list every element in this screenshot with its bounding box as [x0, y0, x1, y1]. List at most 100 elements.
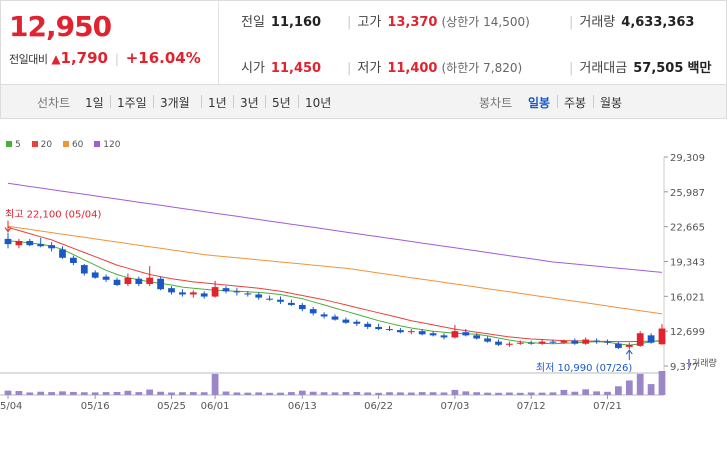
period-3y[interactable]: 3년	[240, 96, 259, 110]
volume-bar	[211, 373, 219, 395]
volume-bar	[189, 392, 197, 395]
open-label: 시가	[241, 61, 265, 76]
candle-body	[418, 331, 426, 335]
lower-limit-value: 7,820	[483, 61, 518, 75]
open-value: 11,450	[270, 61, 322, 76]
divider: |	[569, 15, 574, 30]
volume-bar	[37, 391, 45, 395]
divider	[298, 95, 299, 108]
candle-body	[342, 319, 350, 323]
volume-bar	[364, 392, 372, 395]
volume-bar	[407, 392, 415, 395]
ma20-line	[7, 226, 663, 343]
volume-bar	[429, 392, 437, 395]
candle-body	[506, 343, 513, 345]
candle-body	[266, 298, 273, 300]
volume-bar	[266, 392, 273, 395]
volume-bar	[298, 390, 306, 395]
candle-body	[80, 265, 88, 274]
candle-body	[386, 329, 393, 331]
ma5-line	[7, 240, 663, 346]
divider	[593, 95, 594, 108]
candle-monthly[interactable]: 월봉	[600, 96, 623, 110]
volume-bar	[451, 389, 459, 395]
current-price: 12,950	[9, 10, 112, 43]
amount-unit: 백만	[687, 61, 712, 76]
volume-value: 4,633,363	[621, 15, 695, 30]
volume-bar	[233, 392, 241, 395]
volume-bar	[440, 392, 448, 395]
candle-body	[244, 293, 252, 295]
period-1w[interactable]: 1주일	[117, 96, 147, 110]
volume-bar	[342, 392, 350, 395]
volume-bar	[484, 392, 491, 395]
volume-legend-swatch	[688, 359, 690, 367]
candle-body	[70, 257, 77, 263]
volume-bar	[473, 392, 481, 395]
y-tick-label: 29,309	[670, 154, 705, 164]
up-arrow-icon: ▲	[51, 52, 61, 66]
volume-bar	[538, 392, 546, 395]
candle-body	[331, 316, 339, 320]
volume-bar	[495, 392, 502, 395]
volume-bar	[146, 389, 154, 395]
candle-body	[462, 332, 470, 336]
candle-body	[189, 292, 197, 295]
amount-value: 57,505	[633, 61, 684, 76]
low-value: 11,400	[387, 61, 438, 76]
volume-bar	[244, 392, 252, 395]
candle-body	[135, 278, 143, 284]
volume-bar	[397, 392, 404, 395]
candle-weekly[interactable]: 주봉	[564, 96, 587, 110]
volume-bar	[560, 389, 568, 395]
trade-amount: | 거래대금 57,505 백만	[569, 57, 711, 76]
ma-legend: 5 20 60 120	[6, 140, 128, 150]
volume-bar	[277, 392, 284, 395]
divider: |	[347, 61, 352, 76]
candle-body	[407, 331, 415, 333]
chart-toolbar: 선차트 1일 1주일 3개월 1년 3년 5년 10년 봉차트 일봉 주봉 월봉	[0, 84, 727, 119]
volume-bar	[70, 391, 77, 395]
change-amount: 1,790	[60, 49, 108, 67]
volume-bar	[636, 373, 644, 395]
candle-body	[4, 238, 12, 245]
volume-label: 거래량	[579, 15, 616, 30]
candle-body	[538, 341, 546, 344]
candle-body	[516, 342, 524, 344]
y-tick-label: 22,665	[670, 223, 705, 234]
candle-body	[495, 341, 502, 345]
divider	[153, 95, 154, 108]
stock-chart: 29,309 25,987 22,665 19,343 16,021 12,699 9,37…	[0, 154, 717, 412]
low: | 저가 11,400 (하한가 7,820)	[347, 57, 522, 76]
candle-body	[636, 333, 644, 346]
volume-bar	[615, 386, 622, 395]
candle-body	[484, 338, 491, 342]
volume-bar	[647, 384, 655, 395]
candle-body	[440, 335, 448, 338]
legend-ma60: 60	[62, 140, 83, 150]
candle-body	[168, 288, 175, 293]
high-label: 고가	[357, 15, 382, 30]
candle-body	[429, 333, 437, 336]
ma-lines	[7, 182, 663, 346]
candle-body	[157, 278, 164, 290]
period-1y[interactable]: 1년	[208, 96, 227, 110]
prev-close: 전일 11,160	[241, 11, 321, 30]
candle-body	[222, 288, 230, 292]
candle-daily[interactable]: 일봉	[528, 96, 551, 110]
candle-body	[200, 293, 208, 297]
prev-close-value: 11,160	[270, 15, 322, 30]
ma120-swatch	[94, 141, 101, 147]
candle-body	[593, 340, 600, 342]
x-tick-label: 07/12	[517, 401, 546, 412]
candle-chart-label: 봉차트	[479, 96, 513, 110]
period-1d[interactable]: 1일	[85, 96, 104, 110]
volume-bar	[320, 392, 328, 395]
legend-ma120: 120	[94, 140, 120, 150]
period-3m[interactable]: 3개월	[160, 96, 190, 110]
period-5y[interactable]: 5년	[272, 96, 291, 110]
volume-bar	[255, 392, 263, 395]
candles	[4, 232, 666, 350]
candle-body	[15, 240, 23, 246]
period-10y[interactable]: 10년	[305, 96, 332, 110]
